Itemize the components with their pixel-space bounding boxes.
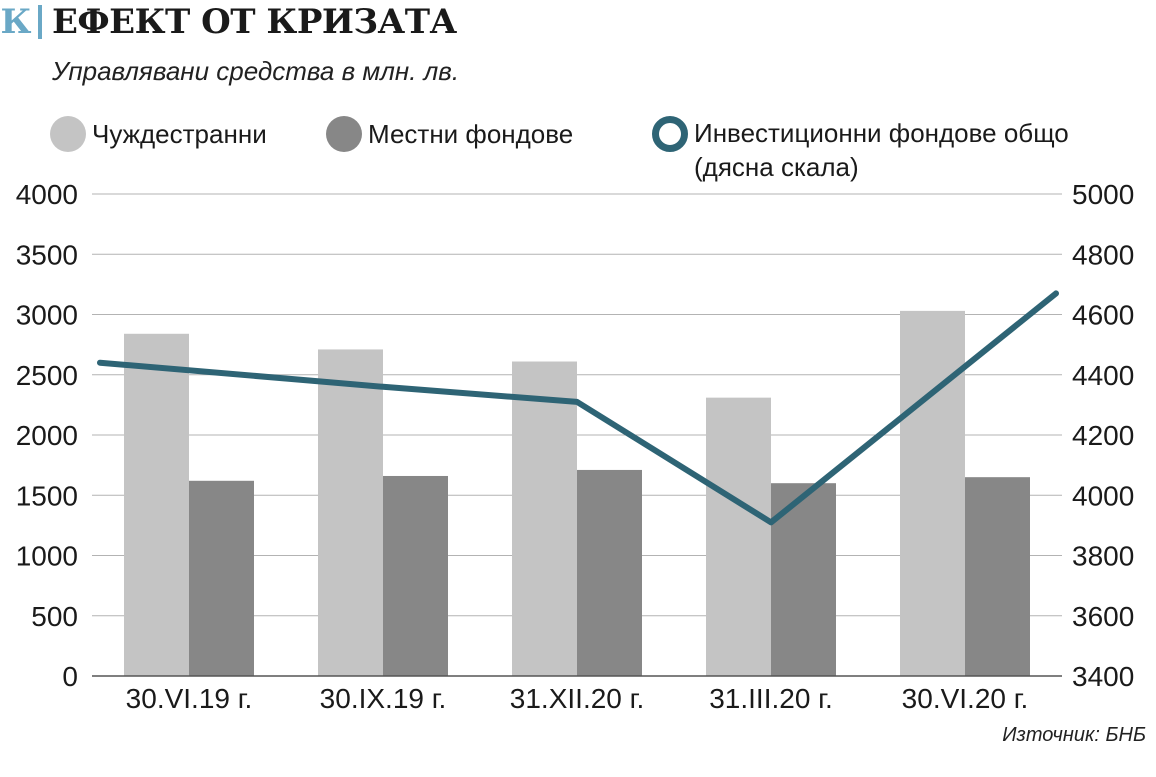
line-total bbox=[97, 290, 1059, 526]
y-right-tick-label: 3800 bbox=[1072, 541, 1134, 572]
legend-label-local: Местни фондове bbox=[368, 119, 574, 149]
x-tick-label: 31.III.20 г. bbox=[709, 683, 833, 714]
y-right-tick-label: 4600 bbox=[1072, 300, 1134, 331]
legend-item-foreign: Чуждестранни bbox=[50, 116, 267, 152]
chart-title: ЕФЕКТ ОТ КРИЗАТА bbox=[52, 2, 457, 42]
header: К ЕФЕКТ ОТ КРИЗАТА bbox=[0, 0, 458, 44]
bar-foreign bbox=[900, 310, 965, 676]
legend-swatch-foreign bbox=[50, 116, 86, 152]
y-right-tick-label: 3400 bbox=[1072, 661, 1134, 692]
y-left-tick-label: 500 bbox=[31, 601, 78, 632]
y-right-tick-label: 3600 bbox=[1072, 601, 1134, 632]
y-left-tick-label: 2500 bbox=[16, 360, 78, 391]
bar-foreign bbox=[124, 333, 189, 676]
y-left-tick-label: 1000 bbox=[16, 541, 78, 572]
bar-local bbox=[383, 475, 448, 676]
y-left-tick-label: 3000 bbox=[16, 300, 78, 331]
y-left-tick-label: 3500 bbox=[16, 239, 78, 270]
y-left-tick-label: 1500 bbox=[16, 480, 78, 511]
bar-foreign bbox=[512, 361, 577, 676]
legend-label-total-main: Инвестиционни фондове общо bbox=[694, 118, 1069, 148]
bar-local bbox=[965, 477, 1030, 676]
legend-item-local: Местни фондове bbox=[326, 116, 573, 152]
y-left-tick-label: 2000 bbox=[16, 420, 78, 451]
legend-label-total: Инвестиционни фондове общо (дясна скала) bbox=[694, 116, 1069, 184]
bar-foreign bbox=[318, 349, 383, 676]
y-left-tick-label: 0 bbox=[62, 661, 78, 692]
brand-logo: К bbox=[0, 2, 32, 42]
bar-local bbox=[189, 480, 254, 676]
y-left-tick-label: 4000 bbox=[16, 179, 78, 210]
y-right-tick-label: 4400 bbox=[1072, 360, 1134, 391]
y-right-tick-label: 5000 bbox=[1072, 179, 1134, 210]
bar-foreign bbox=[706, 397, 771, 676]
y-right-tick-label: 4200 bbox=[1072, 420, 1134, 451]
x-tick-label: 31.XII.20 г. bbox=[510, 683, 644, 714]
legend: Чуждестранни Местни фондове Инвестиционн… bbox=[0, 112, 1156, 192]
legend-swatch-local bbox=[326, 116, 362, 152]
x-tick-label: 30.VI.20 г. bbox=[902, 683, 1029, 714]
x-tick-label: 30.IX.19 г. bbox=[320, 683, 447, 714]
chart-subtitle: Управлявани средства в млн. лв. bbox=[52, 56, 460, 86]
legend-item-total: Инвестиционни фондове общо (дясна скала) bbox=[652, 116, 1069, 184]
brand-divider bbox=[38, 5, 42, 39]
x-tick-label: 30.VI.19 г. bbox=[126, 683, 253, 714]
legend-label-foreign: Чуждестранни bbox=[92, 119, 267, 149]
source-note: Източник: БНБ bbox=[1002, 724, 1146, 746]
legend-label-total-note: (дясна скала) bbox=[694, 152, 859, 182]
bar-local bbox=[577, 469, 642, 676]
legend-swatch-total bbox=[652, 116, 688, 152]
y-right-tick-label: 4000 bbox=[1072, 480, 1134, 511]
y-right-tick-label: 4800 bbox=[1072, 239, 1134, 270]
